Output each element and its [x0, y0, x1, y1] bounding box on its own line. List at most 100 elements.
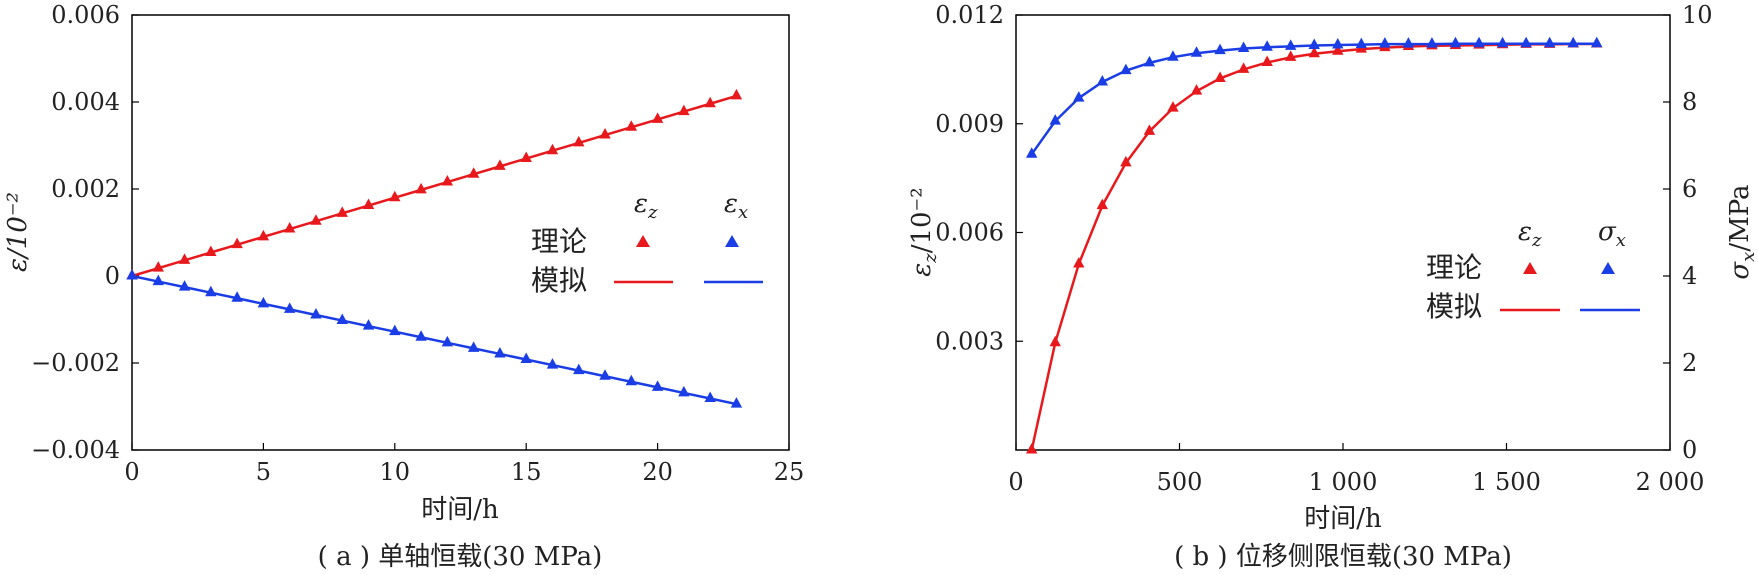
chart-b-lines	[1030, 42, 1597, 451]
chart-b-point-1	[1120, 63, 1132, 75]
chart-a-point-1	[704, 391, 716, 402]
chart-a-line-1	[131, 274, 737, 406]
chart-b-point-1	[1379, 37, 1391, 48]
chart-a-ytick-label: 0.006	[51, 1, 120, 29]
chart-a-point-1	[625, 374, 638, 386]
chart-b-point-0	[1167, 101, 1179, 112]
chart-a-point-0	[283, 222, 296, 233]
chart-b-ytick-right-label: 6	[1682, 175, 1697, 203]
chart-b-legend: εz σx 理论 模拟	[1426, 217, 1640, 323]
chart-b: 0 500 1 000 1 500 2 000 0.003 0.006 0.009 0.012 0…	[907, 1, 1758, 572]
chart-a-point-1	[651, 380, 664, 391]
chart-a-point-0	[704, 96, 716, 108]
chart-a-point-0	[625, 120, 638, 131]
chart-a-xlabel: 时间/h	[421, 495, 499, 525]
chart-b-point-0	[1237, 62, 1250, 73]
chart-b-point-1	[1591, 36, 1603, 48]
chart-b-point-0	[1025, 443, 1038, 454]
chart-b-point-1	[1143, 55, 1156, 67]
chart-b-point-1	[1073, 91, 1085, 102]
chart-b-xlabel: 时间/h	[1304, 504, 1382, 534]
chart-b-point-1	[1214, 43, 1226, 55]
chart-b-xtick-label: 500	[1157, 468, 1203, 496]
chart-a-point-1	[415, 330, 427, 341]
chart-b-xtick-label: 2 000	[1636, 468, 1705, 496]
chart-b-point-0	[1332, 44, 1344, 55]
chart-b-point-1	[1237, 41, 1250, 52]
chart-a-point-0	[336, 206, 348, 217]
chart-a-point-1	[599, 369, 611, 380]
chart-a-point-1	[362, 319, 375, 330]
chart-b-ylabel-right: σx/MPa	[1725, 184, 1758, 279]
chart-b-frame	[1015, 14, 1671, 451]
chart-a-point-0	[546, 143, 559, 155]
chart-b-ytick-right-label: 2	[1682, 349, 1697, 377]
chart-a-xtick-label: 10	[380, 458, 411, 486]
chart-a-point-1	[520, 352, 532, 364]
chart-a-point-1	[678, 385, 690, 397]
chart-b-markers	[1025, 36, 1603, 454]
chart-b-point-0	[1261, 55, 1273, 66]
chart-b-ytick-right-label: 10	[1682, 1, 1713, 29]
chart-b-point-0	[1143, 124, 1156, 135]
chart-a-ytick-label: 0	[105, 262, 120, 290]
chart-b-point-1	[1190, 46, 1203, 57]
chart-b-ytick-left-label: 0.006	[935, 219, 1004, 247]
chart-b-point-1	[1496, 36, 1509, 48]
chart-a-ytick-label: −0.002	[31, 349, 120, 377]
chart-a-point-1	[257, 296, 270, 308]
chart-a-point-0	[520, 151, 532, 163]
chart-a-point-1	[494, 346, 506, 358]
chart-b-ytick-left-label: 0.009	[935, 110, 1004, 138]
chart-b-point-1	[1473, 36, 1485, 48]
chart-a-point-1	[231, 291, 243, 302]
chart-a-point-1	[152, 274, 164, 286]
chart-b-point-1	[1355, 37, 1368, 49]
legend-b-sym-1: εz	[1518, 217, 1542, 251]
legend-a-row-theory: 理论	[531, 225, 587, 258]
chart-a-point-1	[573, 363, 585, 375]
chart-a-point-0	[651, 112, 664, 123]
chart-a-point-0	[730, 88, 743, 100]
legend-a-row-sim: 模拟	[531, 264, 587, 297]
chart-b-xtick-label: 0	[1008, 468, 1023, 496]
chart-a-point-0	[389, 190, 401, 202]
chart-a-point-1	[730, 397, 743, 408]
chart-b-point-1	[1261, 40, 1273, 51]
chart-b-point-0	[1284, 50, 1297, 61]
chart-b-point-1	[1426, 37, 1438, 48]
legend-b-sym-2: σx	[1598, 217, 1626, 251]
chart-a-ytick-label: −0.004	[31, 436, 120, 464]
chart-b-point-0	[1190, 84, 1203, 95]
chart-a-caption: ( a ) 单轴恒载(30 MPa)	[318, 542, 603, 572]
chart-b-point-1	[1049, 114, 1061, 125]
chart-a-point-1	[178, 280, 191, 291]
chart-a: 0 5 10 15 20 25 −0.004 −0.002 0 0.002 0.004 0.006 ε…	[3, 1, 804, 572]
chart-b-point-0	[1308, 46, 1320, 58]
chart-a-point-1	[205, 285, 217, 297]
chart-b-ylabel-left: εz/10⁻²	[907, 187, 941, 276]
chart-a-point-1	[126, 269, 138, 280]
chart-b-ytick-right-label: 8	[1682, 88, 1697, 116]
chart-a-markers	[126, 88, 743, 408]
chart-b-point-0	[1096, 198, 1109, 210]
chart-a-point-1	[310, 307, 322, 319]
chart-a-xtick-label: 15	[511, 458, 542, 486]
chart-a-point-1	[441, 335, 454, 347]
chart-a-xtick-label: 5	[256, 458, 271, 486]
chart-b-line-0	[1030, 42, 1597, 451]
chart-a-point-0	[494, 159, 506, 170]
chart-a-xtick-label: 20	[642, 458, 673, 486]
chart-a-point-0	[678, 104, 690, 116]
chart-a-point-0	[599, 128, 611, 139]
chart-a-point-0	[257, 229, 270, 241]
chart-a-point-0	[467, 167, 480, 178]
chart-b-xtick-label: 1 500	[1472, 468, 1541, 496]
legend-a-marker-ez	[636, 235, 650, 247]
chart-a-point-0	[441, 175, 454, 186]
chart-b-ticks: 0 500 1 000 1 500 2 000 0.003 0.006 0.009 0.012 0…	[935, 1, 1712, 496]
chart-a-point-0	[362, 198, 375, 210]
chart-a-point-0	[178, 253, 191, 264]
chart-a-point-1	[467, 341, 480, 352]
